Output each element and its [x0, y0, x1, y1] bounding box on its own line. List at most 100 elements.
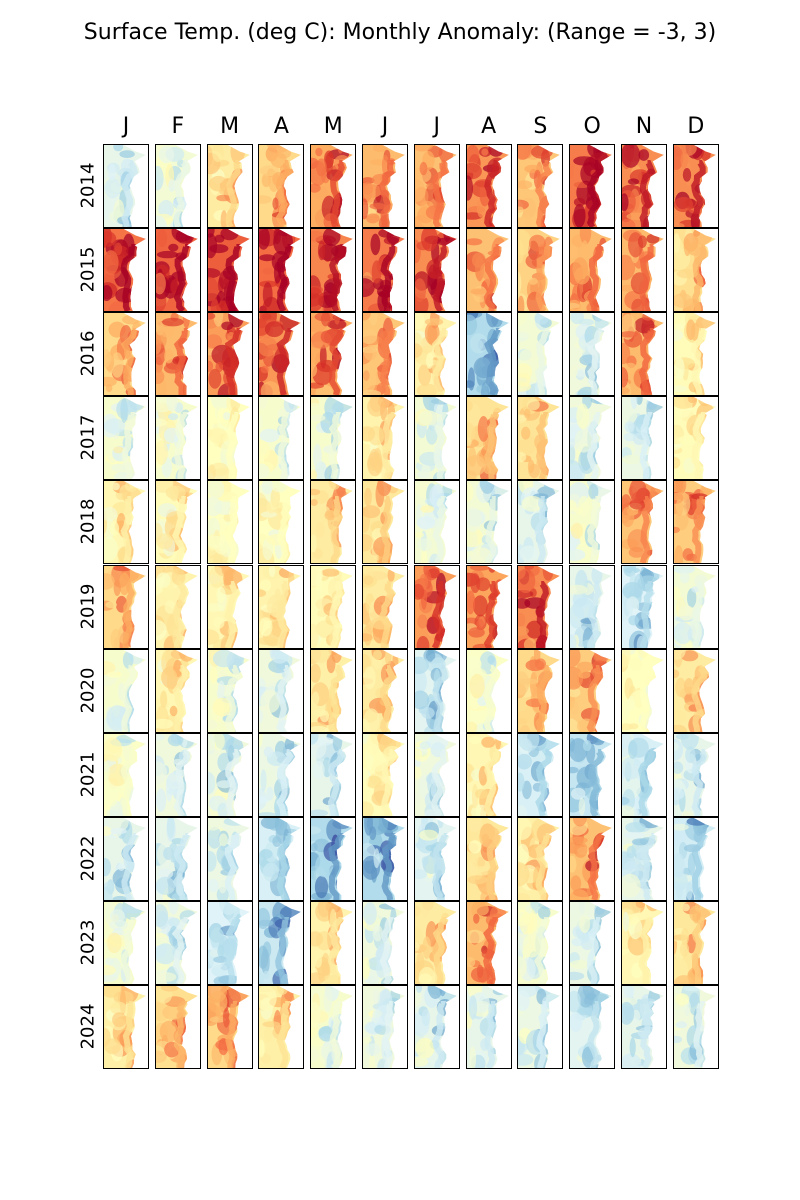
anomaly-patch — [629, 1037, 636, 1058]
anomaly-panel — [155, 312, 201, 396]
anomaly-field — [156, 566, 198, 648]
chart-title: Surface Temp. (deg C): Monthly Anomaly: … — [83, 20, 717, 45]
anomaly-field — [622, 650, 664, 732]
anomaly-patch — [259, 195, 272, 204]
ocean-area — [208, 397, 250, 479]
anomaly-panel — [673, 565, 719, 649]
anomaly-patch — [521, 426, 531, 440]
anomaly-field — [570, 145, 612, 227]
anomaly-field — [570, 650, 612, 732]
ocean-area — [311, 818, 353, 900]
anomaly-field — [570, 902, 612, 984]
anomaly-patch — [156, 619, 167, 641]
anomaly-panel — [569, 144, 615, 228]
anomaly-field — [518, 902, 560, 984]
anomaly-patch — [467, 818, 483, 833]
ocean-area — [415, 397, 457, 479]
anomaly-patch — [156, 215, 167, 227]
anomaly-panel — [155, 144, 201, 228]
anomaly-patch — [104, 418, 126, 434]
anomaly-patch — [104, 356, 109, 364]
anomaly-patch — [679, 571, 690, 584]
anomaly-patch — [132, 455, 141, 468]
anomaly-patch — [223, 412, 231, 420]
anomaly-panel — [258, 396, 304, 480]
anomaly-patch — [161, 986, 179, 992]
anomaly-patch — [467, 145, 480, 166]
coastal-strip — [224, 917, 241, 984]
anomaly-field — [467, 145, 509, 227]
coastal-strip — [378, 581, 395, 648]
anomaly-patch — [259, 788, 267, 811]
anomaly-panel — [258, 312, 304, 396]
anomaly-patch — [573, 507, 583, 514]
ocean-area — [518, 818, 560, 900]
ocean-area — [208, 818, 250, 900]
anomaly-patch — [622, 193, 629, 212]
anomaly-patch — [208, 719, 218, 730]
anomaly-patch — [623, 432, 636, 442]
anomaly-panel — [362, 565, 408, 649]
month-label: M — [220, 114, 240, 139]
anomaly-patch — [363, 766, 369, 789]
coastal-strip — [121, 160, 139, 227]
anomaly-patch — [675, 993, 690, 1006]
anomaly-patch — [272, 836, 282, 847]
anomaly-patch — [418, 973, 432, 984]
anomaly-patch — [104, 506, 118, 522]
anomaly-field — [415, 566, 457, 648]
anomaly-patch — [369, 203, 387, 210]
anomaly-patch — [418, 410, 439, 426]
anomaly-patch — [106, 671, 122, 678]
anomaly-panel — [258, 565, 304, 649]
anomaly-patch — [634, 317, 655, 334]
anomaly-panel — [310, 480, 356, 564]
anomaly-panel — [103, 144, 149, 228]
anomaly-patch — [538, 906, 551, 920]
anomaly-patch — [156, 331, 162, 355]
anomaly-patch — [518, 612, 526, 628]
anomaly-panel — [621, 901, 667, 985]
anomaly-patch — [168, 917, 181, 927]
ocean-area — [415, 986, 457, 1068]
anomaly-patch — [622, 873, 641, 898]
anomaly-patch — [570, 418, 581, 439]
anomaly-patch — [699, 952, 710, 964]
anomaly-patch — [184, 429, 193, 443]
anomaly-patch — [104, 826, 112, 837]
anomaly-patch — [570, 766, 579, 774]
anomaly-patch — [574, 266, 590, 285]
anomaly-patch — [156, 936, 170, 945]
anomaly-panel — [466, 144, 512, 228]
ocean-area — [518, 145, 560, 227]
anomaly-patch — [573, 841, 588, 858]
ocean-area — [363, 818, 405, 900]
ocean-area — [415, 818, 457, 900]
coastal-strip — [327, 917, 346, 984]
coastal-strip — [328, 833, 347, 900]
anomaly-patch — [181, 1033, 194, 1048]
coastal-strip — [120, 244, 136, 311]
ocean-area — [156, 481, 198, 563]
anomaly-patch — [373, 989, 380, 1004]
coastal-strip — [329, 581, 344, 648]
year-label: 2024 — [77, 1003, 99, 1050]
anomaly-field — [311, 650, 353, 732]
anomaly-patch — [622, 700, 631, 721]
coastal-strip — [535, 160, 553, 227]
coastal-strip — [483, 581, 499, 648]
anomaly-patch — [416, 383, 439, 395]
anomaly-patch — [570, 245, 579, 259]
anomaly-patch — [260, 381, 281, 395]
anomaly-field — [104, 145, 146, 227]
anomaly-field — [415, 818, 457, 900]
anomaly-patch — [119, 150, 135, 158]
anomaly-patch — [122, 651, 134, 669]
anomaly-field — [259, 734, 301, 816]
anomaly-patch — [320, 330, 335, 344]
coastal-strip — [120, 496, 132, 563]
anomaly-patch — [208, 318, 218, 329]
anomaly-patch — [104, 615, 113, 624]
anomaly-panel — [362, 817, 408, 901]
anomaly-patch — [104, 737, 123, 762]
